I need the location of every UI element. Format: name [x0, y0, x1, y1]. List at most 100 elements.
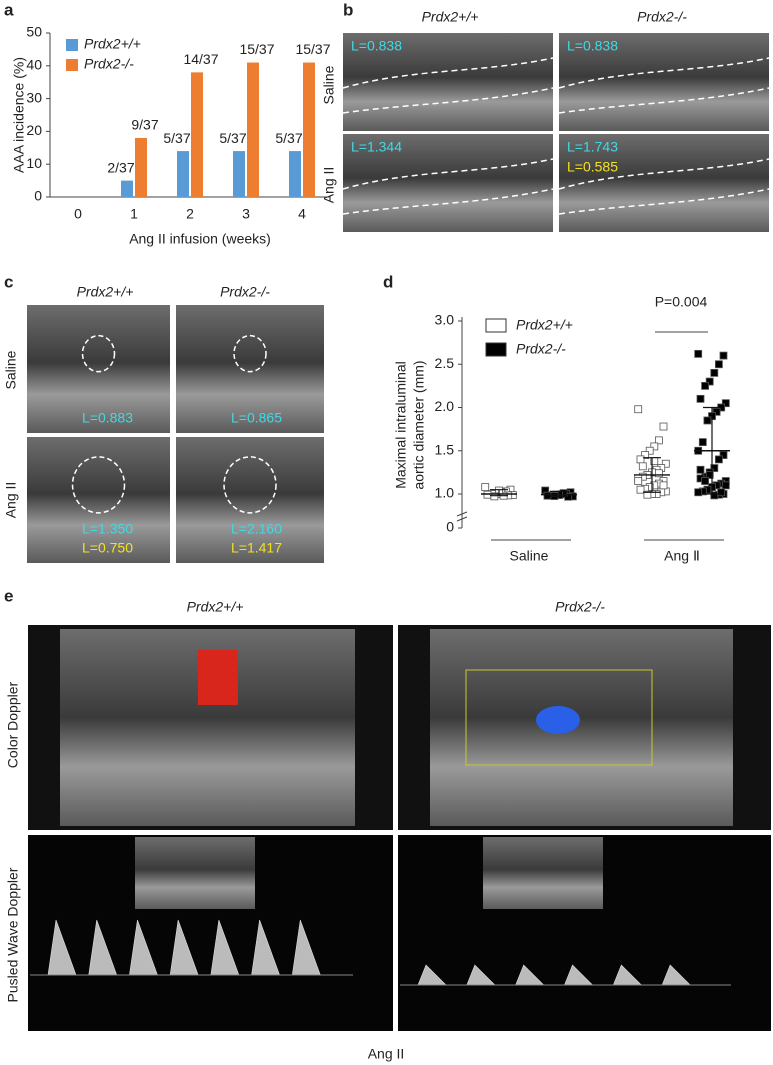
vessel-outline: [558, 57, 770, 114]
data-point: [481, 483, 490, 491]
value-label: 9/37: [131, 117, 158, 133]
panel-letter: a: [4, 0, 14, 19]
ultrasound-image: [483, 837, 603, 909]
y-tick-label: 10: [26, 155, 42, 171]
legend-swatch: [66, 59, 78, 71]
panel-letter: e: [4, 586, 13, 605]
ultrasound-image: [176, 437, 324, 563]
bar: [191, 72, 203, 197]
column-label: Prdx2+/+: [422, 9, 479, 25]
vessel-outline: [342, 57, 554, 114]
data-point: [641, 451, 649, 459]
data-point: [710, 368, 719, 377]
y-tick-label: 30: [26, 89, 42, 105]
data-point: [721, 481, 730, 490]
value-label: 5/37: [219, 130, 246, 146]
measurement-label: L=0.865: [231, 410, 282, 426]
x-tick-label: 1: [130, 206, 138, 222]
legend-swatch: [485, 318, 507, 333]
y-tick-label: 40: [26, 57, 42, 73]
value-label: 5/37: [163, 130, 190, 146]
y-axis-label: aortic diameter (mm): [411, 360, 427, 489]
lumen-outline: [233, 334, 267, 373]
error-bar: [550, 490, 568, 497]
x-tick-label: 2: [186, 206, 194, 222]
y-tick-label: 0: [446, 519, 454, 535]
ultrasound-image: [343, 33, 553, 131]
y-axis-label: Maximal intraluminal: [393, 361, 409, 489]
value-label: 2/37: [107, 159, 134, 175]
bar: [247, 62, 259, 197]
pw-waveform: [417, 964, 691, 986]
data-point: [712, 407, 721, 416]
measurement-label: L=0.838: [351, 38, 402, 54]
data-point: [710, 464, 719, 472]
footer-label: Ang II: [368, 1046, 405, 1062]
data-point: [721, 399, 730, 408]
data-point: [634, 405, 643, 414]
data-point: [694, 488, 703, 497]
value-label: 15/37: [295, 41, 330, 57]
column-label: Prdx2-/-: [220, 284, 270, 300]
data-point: [715, 360, 723, 369]
ultrasound-image: [559, 134, 769, 232]
lumen-outline: [223, 456, 277, 514]
data-point: [703, 416, 712, 425]
y-tick-label: 20: [26, 122, 42, 138]
bar: [135, 137, 147, 197]
data-point: [701, 381, 709, 390]
legend-label: Prdx2-/-: [84, 56, 134, 72]
row-label: Saline: [3, 350, 19, 389]
data-point: [661, 459, 670, 468]
legend-swatch: [66, 39, 78, 51]
vessel-outline: [342, 158, 554, 215]
data-point: [696, 394, 705, 403]
y-tick-label: 1.0: [435, 485, 455, 501]
data-point: [719, 351, 728, 360]
column-label: Prdx2-/-: [637, 9, 687, 25]
data-point: [636, 485, 645, 494]
error-bar: [703, 406, 721, 495]
ultrasound-image: [430, 629, 733, 826]
lumen-outline: [71, 456, 126, 514]
data-point: [705, 471, 714, 479]
y-tick-label: 2.5: [435, 355, 455, 371]
ultrasound-image: [135, 837, 255, 909]
measurement-label: L=1.743: [567, 139, 618, 155]
value-label: 14/37: [183, 51, 218, 67]
color-flow: [536, 706, 580, 734]
legend-label: Prdx2+/+: [84, 36, 141, 52]
data-point: [490, 492, 499, 501]
bar: [177, 151, 189, 197]
ultrasound-image: [27, 305, 170, 433]
data-point: [696, 465, 705, 474]
data-point: [636, 455, 645, 464]
data-point: [715, 455, 723, 464]
measurement-label: L=1.350: [82, 521, 133, 537]
y-tick-label: 0: [34, 188, 42, 204]
measurement-label: L=0.585: [567, 159, 618, 175]
measurement-label: L=0.883: [82, 410, 133, 426]
p-value: P=0.004: [655, 294, 708, 310]
measurement-label: L=1.344: [351, 139, 402, 155]
ultrasound-image: [27, 437, 170, 563]
row-label: Pusled Wave Doppler: [5, 867, 21, 1002]
lumen-outline: [81, 334, 116, 373]
x-axis-label: Ang II infusion (weeks): [129, 231, 271, 247]
value-label: 15/37: [239, 41, 274, 57]
measurement-label: L=2.160: [231, 521, 282, 537]
error-bar: [490, 489, 508, 497]
row-label: Ang II: [3, 482, 19, 519]
data-point: [659, 481, 668, 490]
panel-letter: c: [4, 272, 13, 291]
data-point: [650, 442, 659, 451]
x-tick-label: Saline: [510, 548, 549, 564]
data-point: [543, 491, 552, 500]
panel-letter: b: [343, 0, 353, 19]
ultrasound-image: [343, 134, 553, 232]
data-point: [698, 438, 707, 447]
data-point: [659, 422, 668, 431]
row-label: Saline: [321, 65, 337, 104]
measurement-label: L=1.417: [231, 540, 282, 556]
legend-swatch: [485, 342, 507, 357]
